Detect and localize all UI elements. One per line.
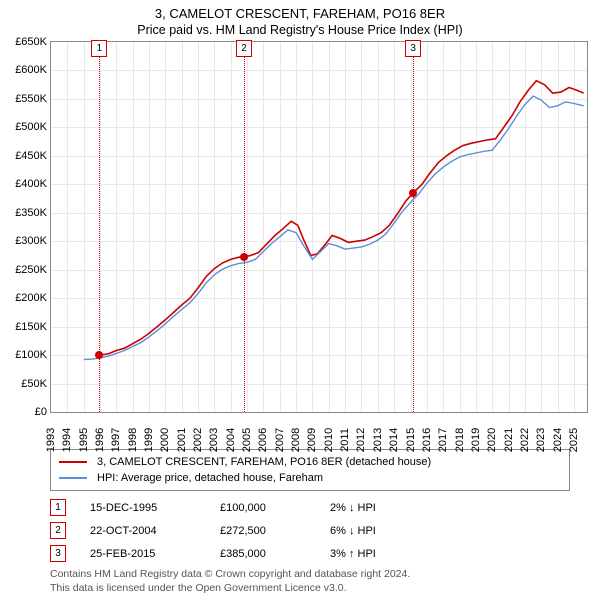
marker-number-box: 1 (91, 40, 107, 57)
legend-label: HPI: Average price, detached house, Fare… (97, 472, 323, 484)
marker-table-date: 22-OCT-2004 (90, 525, 220, 537)
x-axis-label: 2015 (405, 428, 417, 452)
x-axis-label: 2001 (176, 428, 188, 452)
footer-line-1: Contains HM Land Registry data © Crown c… (50, 568, 570, 582)
legend-box: 3, CAMELOT CRESCENT, FAREHAM, PO16 8ER (… (50, 449, 570, 491)
y-axis-label: £100K (15, 349, 47, 361)
x-axis-label: 2000 (159, 428, 171, 452)
marker-number-box: 2 (236, 40, 252, 57)
x-axis-label: 1998 (127, 428, 139, 452)
x-axis-label: 2010 (323, 428, 335, 452)
marker-table-number: 1 (50, 499, 66, 516)
marker-table-hpi: 6% ↓ HPI (330, 525, 376, 537)
marker-table-hpi: 3% ↑ HPI (330, 548, 376, 560)
x-axis-label: 1995 (78, 428, 90, 452)
x-axis-label: 2003 (208, 428, 220, 452)
y-axis-label: £400K (15, 178, 47, 190)
marker-number-box: 3 (405, 40, 421, 57)
footer-attribution: Contains HM Land Registry data © Crown c… (50, 568, 570, 595)
y-axis-label: £650K (15, 36, 47, 48)
marker-table-hpi: 2% ↓ HPI (330, 502, 376, 514)
legend-label: 3, CAMELOT CRESCENT, FAREHAM, PO16 8ER (… (97, 456, 431, 468)
x-axis-label: 2004 (225, 428, 237, 452)
marker-table-row: 1 15-DEC-1995£100,0002% ↓ HPI (50, 499, 570, 516)
series-line-property (99, 81, 583, 355)
x-axis-label: 2006 (257, 428, 269, 452)
x-axis-label: 2005 (241, 428, 253, 452)
x-axis-label: 1999 (143, 428, 155, 452)
x-axis-label: 2018 (454, 428, 466, 452)
marker-table-number: 3 (50, 545, 66, 562)
x-axis-label: 2013 (372, 428, 384, 452)
legend-swatch (59, 461, 87, 463)
marker-table-price: £100,000 (220, 502, 330, 514)
sale-point (95, 351, 103, 359)
x-axis-label: 2012 (355, 428, 367, 452)
chart-plot-area: £0£50K£100K£150K£200K£250K£300K£350K£400… (50, 41, 588, 413)
chart-container: 3, CAMELOT CRESCENT, FAREHAM, PO16 8ER P… (0, 0, 600, 590)
chart-title: 3, CAMELOT CRESCENT, FAREHAM, PO16 8ER (0, 0, 600, 21)
x-axis-label: 2023 (535, 428, 547, 452)
x-axis-label: 1997 (110, 428, 122, 452)
y-axis-label: £500K (15, 121, 47, 133)
sale-point (240, 253, 248, 261)
y-axis-label: £200K (15, 292, 47, 304)
y-axis-label: £300K (15, 235, 47, 247)
marker-table-date: 15-DEC-1995 (90, 502, 220, 514)
x-axis-label: 2017 (437, 428, 449, 452)
marker-table-row: 2 22-OCT-2004£272,5006% ↓ HPI (50, 522, 570, 539)
marker-table-price: £272,500 (220, 525, 330, 537)
footer-line-2: This data is licensed under the Open Gov… (50, 582, 570, 595)
x-axis-label: 1994 (61, 428, 73, 452)
y-axis-label: £150K (15, 321, 47, 333)
y-axis-label: £50K (21, 378, 47, 390)
marker-table-number: 2 (50, 522, 66, 539)
x-axis-label: 2024 (552, 428, 564, 452)
x-axis-label: 2002 (192, 428, 204, 452)
y-axis-label: £250K (15, 264, 47, 276)
x-axis-label: 2014 (388, 428, 400, 452)
y-axis-label: £600K (15, 64, 47, 76)
marker-table-price: £385,000 (220, 548, 330, 560)
chart-lines-svg (51, 42, 587, 412)
y-axis-label: £0 (35, 406, 47, 418)
x-axis-label: 2016 (421, 428, 433, 452)
legend-item: 3, CAMELOT CRESCENT, FAREHAM, PO16 8ER (… (59, 454, 561, 470)
y-axis-label: £450K (15, 150, 47, 162)
x-axis-label: 1996 (94, 428, 106, 452)
marker-table: 1 15-DEC-1995£100,0002% ↓ HPI 2 22-OCT-2004… (50, 499, 570, 562)
series-line-hpi (84, 96, 584, 360)
marker-table-row: 3 25-FEB-2015£385,0003% ↑ HPI (50, 545, 570, 562)
x-axis-label: 2009 (306, 428, 318, 452)
x-axis-label: 2008 (290, 428, 302, 452)
x-axis-label: 1993 (45, 428, 57, 452)
x-axis-label: 2021 (503, 428, 515, 452)
y-axis-label: £550K (15, 93, 47, 105)
legend-swatch (59, 477, 87, 479)
x-axis-label: 2020 (486, 428, 498, 452)
legend-item: HPI: Average price, detached house, Fare… (59, 470, 561, 486)
sale-point (409, 189, 417, 197)
y-axis-label: £350K (15, 207, 47, 219)
marker-table-date: 25-FEB-2015 (90, 548, 220, 560)
x-axis-label: 2025 (568, 428, 580, 452)
x-axis-label: 2011 (339, 428, 351, 452)
chart-subtitle: Price paid vs. HM Land Registry's House … (0, 21, 600, 41)
x-axis-label: 2022 (519, 428, 531, 452)
x-axis-label: 2019 (470, 428, 482, 452)
x-axis-label: 2007 (274, 428, 286, 452)
